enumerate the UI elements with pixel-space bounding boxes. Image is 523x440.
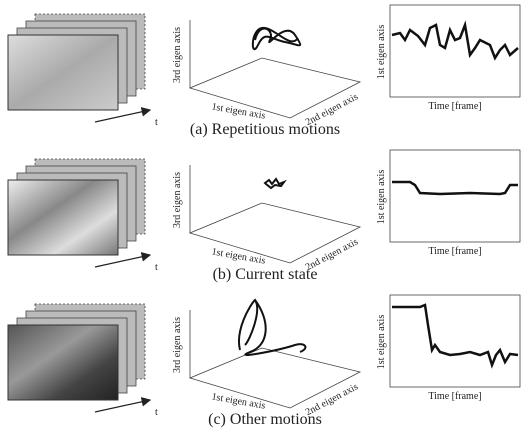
x-axis-label: Time [frame] [428,246,481,257]
x-axis-label: Time [frame] [428,101,481,112]
time-arrow [95,400,150,412]
trajectory-3d [239,300,305,355]
z-axis-label: 3rd eigen axis [172,317,183,373]
y-axis-label: 1st eigen axis [376,25,387,80]
x-axis-label: 1st eigen axis [211,391,267,411]
plot2d-frame [390,295,520,387]
plot2d-frame [390,150,520,242]
x-axis-label: Time [frame] [428,391,481,402]
time-arrow [95,255,150,267]
time-label: t [155,262,158,273]
y-axis-label: 1st eigen axis [376,170,387,225]
y-axis-label: 1st eigen axis [376,315,387,370]
z-axis-label: 3rd eigen axis [172,27,183,83]
time-label: t [155,117,158,128]
trajectory-3d [265,179,284,188]
frame-front [8,35,118,110]
x-axis-label: 1st eigen axis [211,101,267,121]
caption: (a) Repetitious motions [190,121,340,138]
trajectory-3d [253,28,300,49]
time-label: t [155,407,158,418]
figure: t3rd eigen axis1st eigen axis2nd eigen a… [0,0,523,440]
caption: (b) Current state [213,266,318,283]
frame-front [8,325,118,400]
caption: (c) Other motions [208,411,322,428]
x-axis-label: 1st eigen axis [211,246,267,266]
frame-front [8,180,118,255]
time-arrow [95,110,150,122]
z-axis-label: 3rd eigen axis [172,172,183,228]
